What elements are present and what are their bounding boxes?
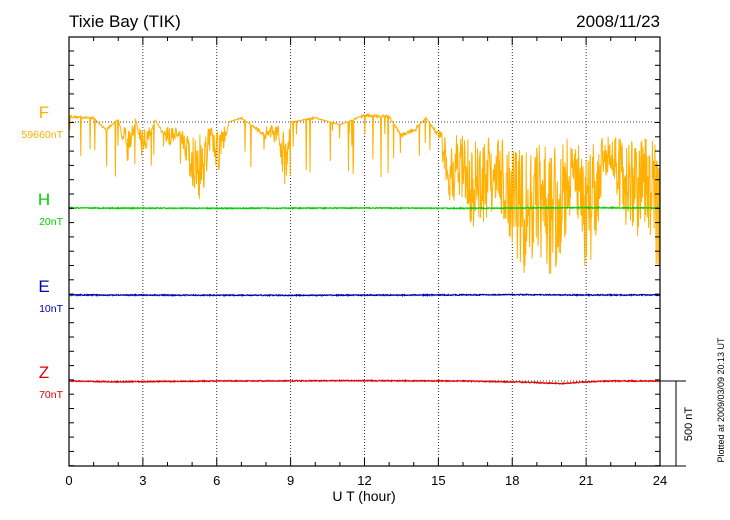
series-name-F: F xyxy=(39,103,49,122)
series-line-F xyxy=(68,112,661,274)
scale-bar: 500 nT xyxy=(660,380,695,467)
grid xyxy=(142,37,587,466)
x-tick-label: 3 xyxy=(139,473,146,488)
x-tick-label: 0 xyxy=(65,473,72,488)
series-line-Z xyxy=(68,378,660,386)
axis-ticks: 0 3 6 9 12 15 18 21 24 xyxy=(65,37,667,488)
series-baseline-F: 59660nT xyxy=(22,129,64,141)
series-baseline-Z: 70nT xyxy=(39,389,64,401)
series-labels: F 59660nT H 20nT E 10nT Z 70nT xyxy=(22,103,64,401)
x-tick-label: 15 xyxy=(431,473,445,488)
chart-date: 2008/11/23 xyxy=(576,12,660,31)
x-tick-label: 21 xyxy=(579,473,593,488)
x-tick-label: 6 xyxy=(213,473,220,488)
x-tick-label: 12 xyxy=(357,473,371,488)
x-tick-label: 18 xyxy=(505,473,519,488)
series-line-E xyxy=(68,293,661,298)
series-name-Z: Z xyxy=(39,363,49,382)
plot-frame xyxy=(68,36,661,467)
series-baseline-E: 10nT xyxy=(39,303,64,315)
x-tick-label: 24 xyxy=(653,473,667,488)
series-layer xyxy=(68,112,661,386)
plotted-footer: Plotted at 2009/03/09 20:13 UT xyxy=(716,337,726,463)
scale-bar-label: 500 nT xyxy=(683,407,695,442)
series-name-H: H xyxy=(38,190,50,209)
series-baseline-H: 20nT xyxy=(39,216,64,228)
chart-title: Tixie Bay (TIK) xyxy=(69,12,181,31)
x-axis-label: U T (hour) xyxy=(332,488,395,504)
x-tick-label: 9 xyxy=(287,473,294,488)
series-name-E: E xyxy=(38,277,49,296)
series-line-H xyxy=(68,205,661,211)
